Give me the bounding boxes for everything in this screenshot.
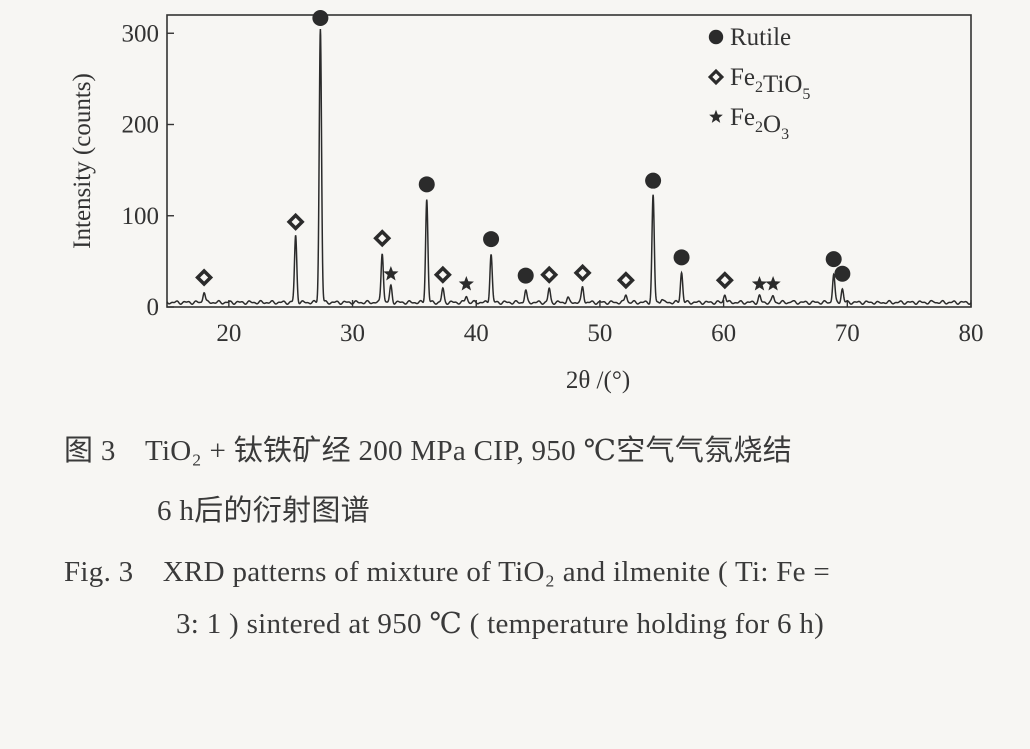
rutile-marker — [483, 231, 500, 248]
fe2o3-marker — [458, 276, 474, 291]
fe2tio5-marker — [715, 271, 734, 290]
fe2tio5-marker — [616, 271, 635, 290]
peak-markers — [195, 10, 851, 291]
x-tick-label: 80 — [959, 320, 984, 347]
diamond-legend-icon — [707, 68, 725, 86]
star-legend-icon — [709, 109, 723, 123]
rutile-legend-icon — [708, 29, 724, 45]
fe2tio5-marker — [195, 268, 214, 287]
y-tick-label: 100 — [122, 203, 160, 230]
rutile-marker — [825, 251, 842, 268]
rutile-marker — [645, 172, 662, 189]
y-tick-label: 0 — [147, 294, 160, 321]
diffraction-pattern-line — [166, 28, 972, 306]
x-tick-label: 20 — [216, 320, 241, 347]
legend-label-fe2tio5: Fe2TiO5 — [730, 64, 810, 103]
fe2o3-marker — [383, 266, 399, 281]
rutile-marker — [517, 267, 534, 284]
rutile-marker — [834, 265, 851, 282]
x-tick-label: 40 — [464, 320, 489, 347]
y-tick-label: 200 — [122, 112, 160, 139]
rutile-marker — [418, 176, 435, 193]
x-tick-label: 70 — [835, 320, 860, 347]
fe2tio5-marker — [573, 263, 592, 282]
caption-zh-line1: 图 3 TiO₂ + 钛铁矿经 200 MPa CIP, 950 ℃空气气氛烧结 — [64, 435, 793, 467]
y-axis-title: Intensity (counts) — [69, 73, 96, 249]
rutile-marker — [673, 249, 690, 266]
x-tick-label: 30 — [340, 320, 365, 347]
fe2tio5-marker — [286, 212, 305, 231]
x-axis-title: 2θ /(°) — [566, 367, 630, 394]
x-tick-label: 50 — [587, 320, 612, 347]
caption-zh-line2: 6 h后的衍射图谱 — [157, 495, 370, 527]
plot-frame — [166, 14, 972, 308]
fe2o3-marker — [751, 276, 768, 291]
fe2o3-marker — [765, 276, 781, 291]
y-axis: 0 100 200 300 — [122, 20, 174, 321]
fe2tio5-marker — [373, 229, 392, 248]
legend-label-rutile: Rutile — [730, 24, 791, 51]
fe2tio5-marker — [433, 265, 452, 284]
x-axis: 20 30 40 50 60 70 80 — [216, 300, 984, 347]
caption-en-line2: 3: 1 ) sintered at 950 ℃ ( temperature h… — [176, 608, 825, 640]
fe2tio5-marker — [540, 265, 559, 284]
caption-en-line1: Fig. 3 XRD patterns of mixture of TiO₂ a… — [64, 556, 831, 588]
rutile-marker — [312, 10, 329, 26]
x-tick-label: 60 — [711, 320, 736, 347]
y-tick-label: 300 — [122, 20, 160, 47]
legend-label-fe2o3: Fe2O3 — [730, 104, 789, 143]
